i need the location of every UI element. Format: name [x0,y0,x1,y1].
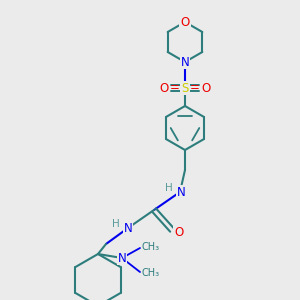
Text: S: S [181,82,189,94]
Text: N: N [118,251,126,265]
Text: H: H [112,219,120,229]
Text: CH₃: CH₃ [142,268,160,278]
Text: O: O [201,82,211,94]
Text: N: N [177,185,185,199]
Text: =: = [190,82,200,94]
Text: N: N [181,56,189,68]
Text: O: O [180,16,190,28]
Text: N: N [124,221,132,235]
Text: S: S [181,82,189,94]
Text: O: O [174,226,184,238]
Text: =: = [170,82,180,94]
Text: H: H [165,183,173,193]
Text: CH₃: CH₃ [142,242,160,252]
Text: O: O [159,82,169,94]
